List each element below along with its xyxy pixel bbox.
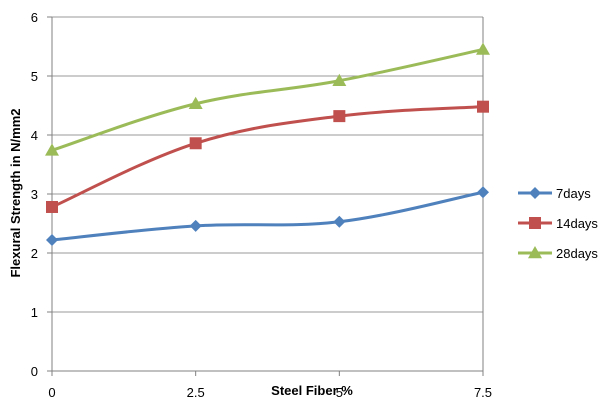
data-point-28days [332,73,347,86]
data-point-28days [476,42,490,55]
legend-marker-14days [529,217,541,229]
data-point-28days [188,96,203,109]
x-tick-labels: 0 2.5 5 7.5 [48,385,492,398]
series-line-28days [51,47,484,152]
y-tick-label: 1 [31,305,38,320]
y-tick-label: 3 [31,187,38,202]
legend: 7days 14days 28days [518,186,598,261]
legend-marker-28days [528,246,542,259]
data-point-7days [189,219,202,232]
axes [47,16,484,376]
data-point-28days [45,143,59,156]
series-lines [51,47,484,242]
x-tick-label: 7.5 [474,385,492,398]
data-point-14days [477,100,489,113]
x-tick-label: 5 [336,385,343,398]
y-tick-label: 5 [31,69,38,84]
data-point-7days [46,234,58,247]
legend-label-7days: 7days [556,186,591,201]
y-tick-label: 6 [31,10,38,25]
y-tick-label: 0 [31,364,38,379]
data-point-14days [333,110,346,123]
series-line-14days [51,105,484,209]
data-point-14days [189,137,202,150]
data-point-7days [477,186,489,199]
x-tick-label: 0 [48,385,55,398]
x-axis-title: Steel Fiber % [271,383,353,398]
y-axis-title: Flexural Strength in N/mm2 [8,108,23,277]
legend-marker-7days [529,187,541,199]
series-line-7days [51,190,484,242]
y-tick-label: 4 [31,128,38,143]
series-markers [45,42,490,247]
gridlines [52,16,483,313]
legend-label-14days: 14days [556,216,598,231]
y-tick-labels: 0 1 2 3 4 5 6 [31,10,38,379]
x-tick-label: 2.5 [187,385,205,398]
legend-label-28days: 28days [556,246,598,261]
y-tick-label: 2 [31,246,38,261]
data-point-7days [333,215,346,228]
data-point-14days [46,200,58,213]
